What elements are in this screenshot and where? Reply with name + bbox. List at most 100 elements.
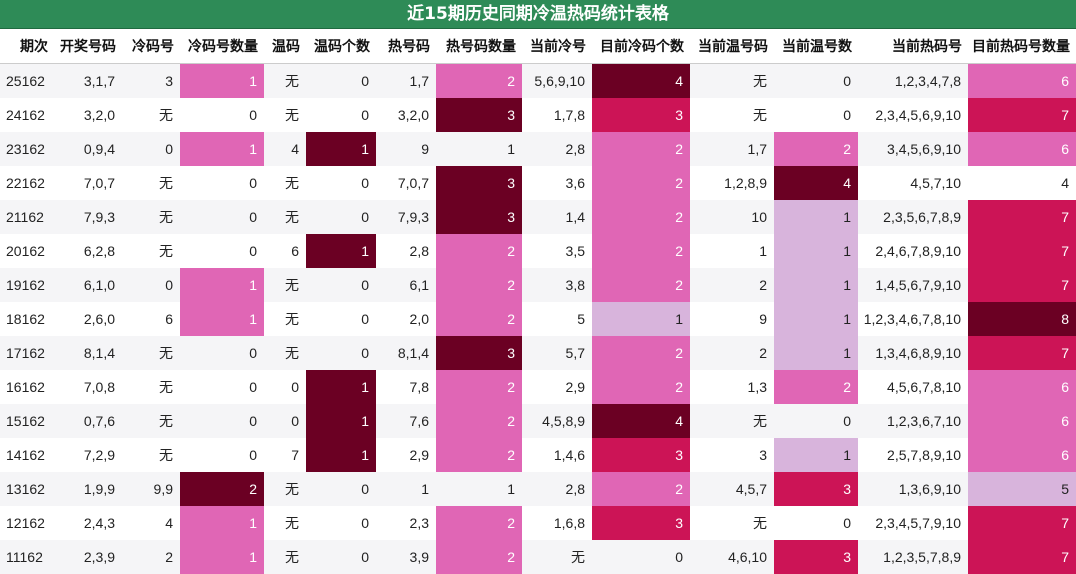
table-cell: 1,3,6,9,10 bbox=[858, 472, 968, 506]
table-cell: 无 bbox=[264, 98, 306, 132]
table-cell: 2,0 bbox=[376, 302, 436, 336]
table-cell: 1,9,9 bbox=[54, 472, 122, 506]
table-cell: 1,2,3,4,6,7,8,10 bbox=[858, 302, 968, 336]
column-header: 当前冷号 bbox=[522, 29, 592, 64]
table-cell: 1,3,4,6,8,9,10 bbox=[858, 336, 968, 370]
table-cell: 2 bbox=[774, 132, 858, 166]
table-cell: 1 bbox=[306, 132, 376, 166]
table-cell: 1,2,3,4,7,8 bbox=[858, 64, 968, 99]
table-cell: 1 bbox=[306, 234, 376, 268]
column-header: 热号码 bbox=[376, 29, 436, 64]
table-cell: 2 bbox=[436, 64, 522, 99]
table-cell: 无 bbox=[690, 98, 774, 132]
table-cell: 0,9,4 bbox=[54, 132, 122, 166]
table-cell: 0 bbox=[180, 404, 264, 438]
table-cell: 14162 bbox=[0, 438, 54, 472]
table-cell: 4,6,10 bbox=[690, 540, 774, 574]
table-cell: 无 bbox=[122, 166, 180, 200]
table-cell: 4 bbox=[592, 64, 690, 99]
table-cell: 无 bbox=[122, 438, 180, 472]
table-cell: 无 bbox=[264, 506, 306, 540]
table-cell: 1 bbox=[774, 438, 858, 472]
table-cell: 0 bbox=[774, 98, 858, 132]
table-cell: 0 bbox=[306, 336, 376, 370]
table-cell: 0 bbox=[306, 506, 376, 540]
table-cell: 2 bbox=[436, 404, 522, 438]
table-cell: 无 bbox=[122, 370, 180, 404]
table-cell: 7,6 bbox=[376, 404, 436, 438]
table-cell: 4,5,7,10 bbox=[858, 166, 968, 200]
table-cell: 9 bbox=[376, 132, 436, 166]
table-cell: 2,4,3 bbox=[54, 506, 122, 540]
table-cell: 8,1,4 bbox=[54, 336, 122, 370]
table-cell: 无 bbox=[264, 472, 306, 506]
table-cell: 1 bbox=[690, 234, 774, 268]
table-cell: 2 bbox=[436, 234, 522, 268]
table-cell: 4 bbox=[968, 166, 1076, 200]
table-cell: 无 bbox=[122, 404, 180, 438]
table-cell: 3,1,7 bbox=[54, 64, 122, 99]
table-cell: 无 bbox=[264, 268, 306, 302]
table-cell: 0 bbox=[180, 438, 264, 472]
table-cell: 无 bbox=[264, 540, 306, 574]
table-cell: 1,4 bbox=[522, 200, 592, 234]
table-cell: 1 bbox=[306, 404, 376, 438]
table-cell: 0 bbox=[264, 370, 306, 404]
table-cell: 无 bbox=[122, 200, 180, 234]
table-cell: 7,2,9 bbox=[54, 438, 122, 472]
table-cell: 0 bbox=[774, 64, 858, 99]
table-cell: 11162 bbox=[0, 540, 54, 574]
table-cell: 0 bbox=[306, 540, 376, 574]
table-cell: 3 bbox=[690, 438, 774, 472]
table-cell: 9,9 bbox=[122, 472, 180, 506]
header-row: 期次开奖号码冷码号冷码号数量温码温码个数热号码热号码数量当前冷号目前冷码个数当前… bbox=[0, 29, 1076, 64]
table-cell: 无 bbox=[264, 64, 306, 99]
table-cell: 无 bbox=[264, 336, 306, 370]
table-cell: 7 bbox=[968, 98, 1076, 132]
table-cell: 3,2,0 bbox=[376, 98, 436, 132]
table-cell: 3 bbox=[592, 438, 690, 472]
table-cell: 6,1,0 bbox=[54, 268, 122, 302]
table-cell: 1 bbox=[180, 64, 264, 99]
table-cell: 6 bbox=[264, 234, 306, 268]
table-cell: 3 bbox=[774, 472, 858, 506]
table-cell: 2,8 bbox=[522, 472, 592, 506]
table-cell: 21162 bbox=[0, 200, 54, 234]
table-cell: 1,7,8 bbox=[522, 98, 592, 132]
table-cell: 2 bbox=[690, 336, 774, 370]
table-cell: 0 bbox=[592, 540, 690, 574]
table-cell: 6 bbox=[122, 302, 180, 336]
table-cell: 2,3,9 bbox=[54, 540, 122, 574]
table-cell: 7,0,7 bbox=[376, 166, 436, 200]
table-cell: 0 bbox=[306, 302, 376, 336]
table-cell: 1 bbox=[436, 132, 522, 166]
table-cell: 7,9,3 bbox=[54, 200, 122, 234]
column-header: 当前热码号 bbox=[858, 29, 968, 64]
table-cell: 3,9 bbox=[376, 540, 436, 574]
table-cell: 1 bbox=[306, 438, 376, 472]
table-cell: 0 bbox=[180, 370, 264, 404]
table-cell: 3,8 bbox=[522, 268, 592, 302]
table-cell: 1,6,8 bbox=[522, 506, 592, 540]
table-cell: 3,6 bbox=[522, 166, 592, 200]
table-cell: 4 bbox=[774, 166, 858, 200]
table-cell: 2 bbox=[180, 472, 264, 506]
table-cell: 1 bbox=[774, 234, 858, 268]
table-title: 近15期历史同期冷温热码统计表格 bbox=[0, 0, 1076, 29]
table-cell: 2 bbox=[436, 438, 522, 472]
table-cell: 4,5,7 bbox=[690, 472, 774, 506]
table-cell: 2,8 bbox=[522, 132, 592, 166]
table-cell: 3 bbox=[436, 166, 522, 200]
table-cell: 1 bbox=[376, 472, 436, 506]
table-cell: 1,4,5,6,7,9,10 bbox=[858, 268, 968, 302]
table-cell: 25162 bbox=[0, 64, 54, 99]
table-cell: 4 bbox=[592, 404, 690, 438]
table-cell: 无 bbox=[690, 404, 774, 438]
table-cell: 6 bbox=[968, 64, 1076, 99]
table-cell: 16162 bbox=[0, 370, 54, 404]
